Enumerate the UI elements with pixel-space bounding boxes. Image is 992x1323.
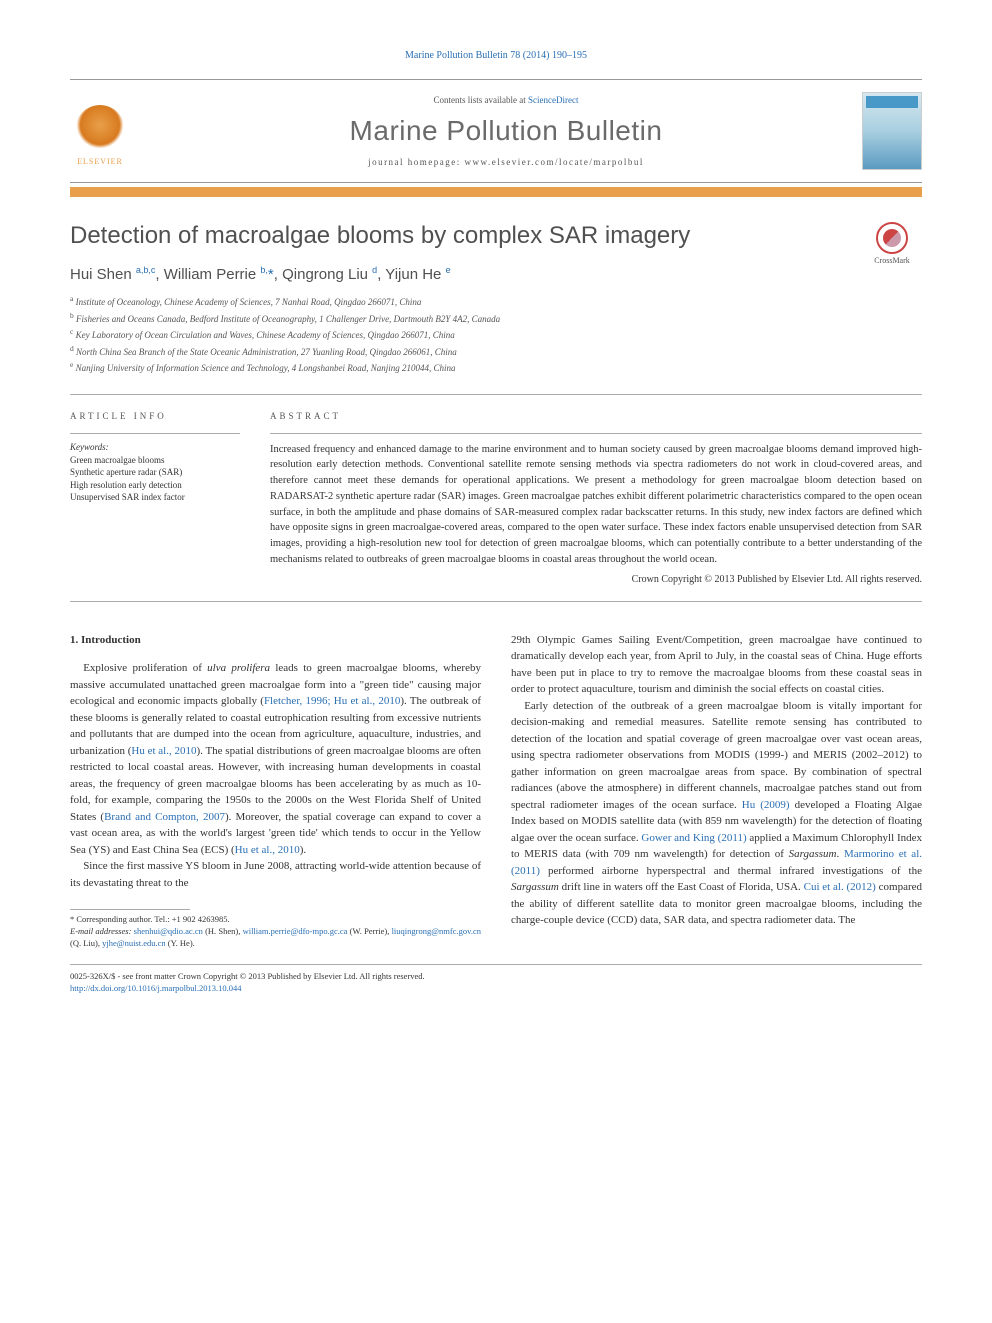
body-paragraph: Explosive proliferation of ulva prolifer… <box>70 660 481 858</box>
issn-line: 0025-326X/$ - see front matter Crown Cop… <box>70 971 922 983</box>
body-column-right: 29th Olympic Games Sailing Event/Competi… <box>511 632 922 950</box>
email-label: E-mail addresses: <box>70 926 131 936</box>
keywords-list: Green macroalgae bloomsSynthetic apertur… <box>70 454 240 504</box>
article-info-label: ARTICLE INFO <box>70 411 240 421</box>
body-column-left: 1. Introduction Explosive proliferation … <box>70 632 481 950</box>
homepage-url[interactable]: www.elsevier.com/locate/marpolbul <box>465 157 644 167</box>
body-paragraph: Early detection of the outbreak of a gre… <box>511 698 922 929</box>
article-title: Detection of macroalgae blooms by comple… <box>70 222 842 250</box>
email-addresses-note: E-mail addresses: shenhui@qdio.ac.cn (H.… <box>70 926 481 950</box>
authors-line: Hui Shen a,b,c, William Perrie b,*, Qing… <box>70 265 922 283</box>
abstract-text: Increased frequency and enhanced damage … <box>270 442 922 568</box>
article-info-col: ARTICLE INFO Keywords: Green macroalgae … <box>70 411 240 585</box>
journal-homepage: journal homepage: www.elsevier.com/locat… <box>150 157 862 167</box>
email-list: shenhui@qdio.ac.cn (H. Shen), william.pe… <box>70 926 481 948</box>
affiliations: a Institute of Oceanology, Chinese Acade… <box>70 293 922 376</box>
abstract-col: ABSTRACT Increased frequency and enhance… <box>270 411 922 585</box>
sciencedirect-link[interactable]: ScienceDirect <box>528 95 578 105</box>
elsevier-tree-icon <box>75 105 125 155</box>
elsevier-label: ELSEVIER <box>77 157 123 166</box>
abstract-copyright: Crown Copyright © 2013 Published by Else… <box>270 574 922 585</box>
abstract-label: ABSTRACT <box>270 411 922 421</box>
journal-cover-thumbnail <box>862 92 922 170</box>
top-citation: Marine Pollution Bulletin 78 (2014) 190–… <box>70 50 922 61</box>
footnotes: * Corresponding author. Tel.: +1 902 426… <box>70 914 481 950</box>
divider <box>70 601 922 602</box>
footer-bar: 0025-326X/$ - see front matter Crown Cop… <box>70 964 922 995</box>
corresponding-author-note: * Corresponding author. Tel.: +1 902 426… <box>70 914 481 926</box>
contents-available: Contents lists available at ScienceDirec… <box>150 95 862 105</box>
keywords-label: Keywords: <box>70 442 240 452</box>
contents-prefix: Contents lists available at <box>434 95 528 105</box>
journal-name: Marine Pollution Bulletin <box>150 115 862 147</box>
homepage-prefix: journal homepage: <box>368 157 464 167</box>
doi-link[interactable]: http://dx.doi.org/10.1016/j.marpolbul.20… <box>70 983 242 993</box>
crossmark-label: CrossMark <box>874 256 910 265</box>
body-paragraph: 29th Olympic Games Sailing Event/Competi… <box>511 632 922 698</box>
section-heading-intro: 1. Introduction <box>70 632 481 649</box>
orange-divider <box>70 187 922 197</box>
footnote-separator <box>70 909 190 910</box>
crossmark-badge[interactable]: CrossMark <box>862 222 922 265</box>
journal-header: ELSEVIER Contents lists available at Sci… <box>70 79 922 183</box>
crossmark-icon <box>876 222 908 254</box>
body-paragraph: Since the first massive YS bloom in June… <box>70 858 481 891</box>
elsevier-logo: ELSEVIER <box>70 96 130 166</box>
